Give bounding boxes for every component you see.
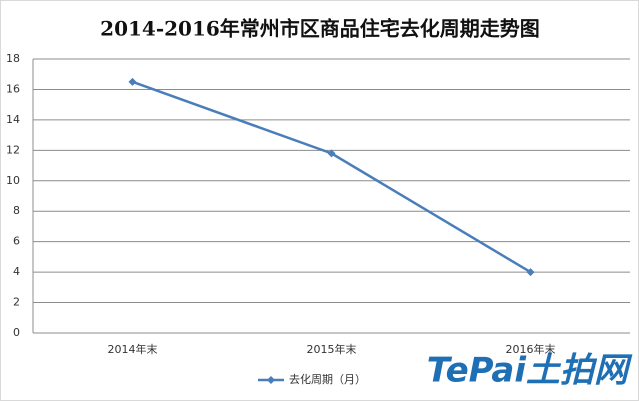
y-tick-label: 14: [6, 113, 20, 126]
y-tick-label: 2: [13, 296, 20, 309]
x-tick-label: 2014年末: [108, 342, 158, 356]
y-tick-label: 16: [6, 82, 20, 95]
point-marker: [327, 149, 336, 158]
point-marker: [128, 77, 137, 86]
y-tick-label: 0: [13, 326, 20, 339]
point-marker: [526, 268, 535, 277]
x-tick-label: 2015年末: [307, 342, 357, 356]
x-tick-label: 2016年末: [506, 342, 556, 356]
legend-marker: [267, 376, 275, 384]
y-tick-label: 18: [6, 52, 20, 65]
watermark: TePai土拍网: [427, 351, 633, 391]
legend-label: 去化周期（月）: [289, 372, 366, 386]
y-tick-label: 6: [13, 235, 20, 248]
y-tick-label: 8: [13, 204, 20, 217]
y-tick-label: 12: [6, 143, 20, 156]
y-tick-label: 4: [13, 265, 20, 278]
chart-title: 2014-2016年常州市区商品住宅去化周期走势图: [100, 17, 540, 41]
y-tick-label: 10: [6, 174, 20, 187]
